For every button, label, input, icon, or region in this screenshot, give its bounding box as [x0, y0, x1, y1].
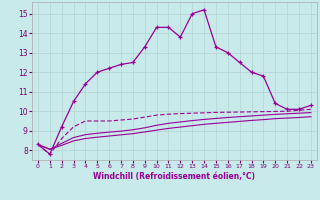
- X-axis label: Windchill (Refroidissement éolien,°C): Windchill (Refroidissement éolien,°C): [93, 172, 255, 181]
